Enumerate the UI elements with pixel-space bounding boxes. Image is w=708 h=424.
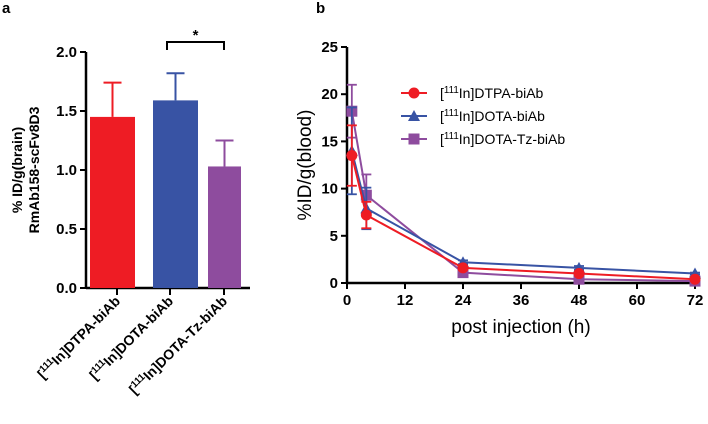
legend-item: [111In]DTPA-biAb bbox=[401, 85, 544, 102]
legend-item: [111In]DOTA-Tz-biAb bbox=[401, 131, 565, 148]
y-tick-label: 0.0 bbox=[56, 280, 77, 297]
y-tick-label: 25 bbox=[321, 39, 338, 56]
y-axis-label: % ID/g(brain)RmAb158-scFv8D3 bbox=[9, 106, 42, 233]
x-tick-label: 36 bbox=[513, 292, 530, 309]
x-tick-label: 60 bbox=[629, 292, 646, 309]
x-tick-label: 12 bbox=[397, 292, 414, 309]
panel-a-label: a bbox=[2, 0, 11, 17]
bar bbox=[208, 166, 241, 288]
legend-label: [111In]DOTA-biAb bbox=[440, 108, 545, 125]
bar bbox=[153, 100, 198, 288]
marker-circle bbox=[573, 268, 585, 280]
y-tick-label: 5 bbox=[330, 228, 338, 245]
y-tick-label: 10 bbox=[321, 181, 338, 198]
bar bbox=[90, 116, 135, 289]
marker-circle bbox=[408, 87, 420, 99]
marker-circle bbox=[689, 273, 701, 285]
marker-square bbox=[573, 273, 585, 285]
legend-label: [111In]DTPA-biAb bbox=[440, 85, 544, 102]
x-tick-label: 0 bbox=[343, 292, 351, 309]
marker-square bbox=[408, 133, 420, 145]
legend-label: [111In]DOTA-Tz-biAb bbox=[440, 131, 565, 148]
x-tick-label: 48 bbox=[571, 292, 588, 309]
y-tick-label: 1.0 bbox=[56, 162, 77, 179]
marker-circle bbox=[360, 209, 372, 221]
legend-item: [111In]DOTA-biAb bbox=[401, 108, 545, 125]
significance-star: * bbox=[193, 27, 199, 44]
y-tick-label: 0 bbox=[330, 275, 338, 292]
marker-circle bbox=[457, 262, 469, 274]
y-tick-label: 2.0 bbox=[56, 44, 77, 61]
series-line bbox=[350, 150, 696, 275]
marker-circle bbox=[346, 150, 358, 162]
significance-bracket bbox=[166, 41, 225, 50]
bar-chart: 0.00.51.01.52.0[111In]DTPA-biAb[111In]DO… bbox=[9, 27, 250, 397]
y-tick-label: 1.5 bbox=[56, 103, 77, 120]
y-tick-label: 15 bbox=[321, 133, 338, 150]
legend: [111In]DTPA-biAb [111In]DOTA-biAb [111In]D… bbox=[401, 85, 565, 148]
line-chart: 0 5 10 15 20 25 0 12 24 36 48 60 72 post injection (h… bbox=[295, 39, 703, 338]
x-tick-label: 72 bbox=[687, 292, 704, 309]
y-axis-label: %ID/g(blood) bbox=[295, 110, 316, 221]
y-tick-label: 0.5 bbox=[56, 221, 77, 238]
marker-triangle bbox=[408, 110, 420, 121]
x-tick-label: [111In]DOTA-Tz-biAb bbox=[125, 292, 230, 397]
x-axis-label: post injection (h) bbox=[451, 317, 590, 338]
series-circle bbox=[346, 124, 701, 285]
x-tick-label: 24 bbox=[455, 292, 472, 309]
panel-b-label: b bbox=[316, 0, 325, 17]
y-tick-label: 20 bbox=[321, 86, 338, 103]
series-line bbox=[350, 155, 696, 281]
